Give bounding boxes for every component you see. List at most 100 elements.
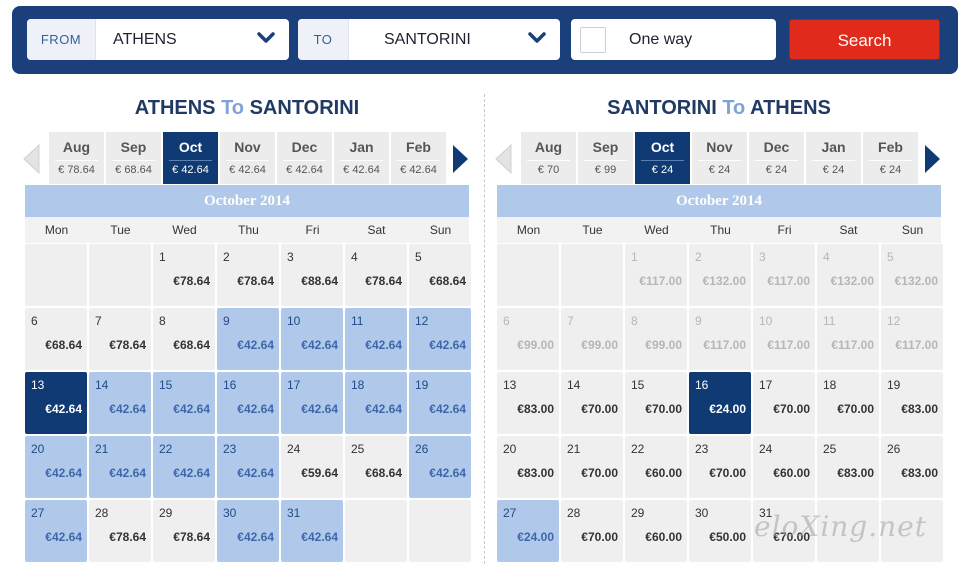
calendar-day-11[interactable]: 11 €42.64 [345,308,407,370]
day-price: €117.00 [767,338,810,352]
calendar-day-29[interactable]: 29 €78.64 [153,500,215,562]
calendar-day-4[interactable]: 4 €78.64 [345,244,407,306]
day-price: €70.00 [773,402,810,416]
day-price: €78.64 [109,338,146,352]
calendar-day-13[interactable]: 13 €83.00 [497,372,559,434]
calendar-day-16[interactable]: 16 €24.00 [689,372,751,434]
calendar-day-3[interactable]: 3 €88.64 [281,244,343,306]
month-tab-nov[interactable]: Nov € 24 [692,132,747,184]
calendar-day-22[interactable]: 22 €42.64 [153,436,215,498]
from-select[interactable]: FROM ATHENS [27,19,289,60]
month-tab-aug[interactable]: Aug € 78.64 [49,132,104,184]
month-tab-divider [641,160,684,161]
calendar-day-1[interactable]: 1 €78.64 [153,244,215,306]
day-number: 30 [223,506,237,520]
calendar-day-15[interactable]: 15 €42.64 [153,372,215,434]
day-number: 14 [95,378,109,392]
calendar-day-30[interactable]: 30 €50.00 [689,500,751,562]
calendar-day-11: 11 €117.00 [817,308,879,370]
calendar-empty-cell [881,500,943,562]
calendar-day-20[interactable]: 20 €42.64 [25,436,87,498]
calendar-day-8[interactable]: 8 €68.64 [153,308,215,370]
calendar-day-20[interactable]: 20 €83.00 [497,436,559,498]
calendar-day-15[interactable]: 15 €70.00 [625,372,687,434]
calendar-day-27[interactable]: 27 €42.64 [25,500,87,562]
calendar-empty-cell [345,500,407,562]
day-price: €70.00 [709,466,746,480]
calendar-day-24[interactable]: 24 €59.64 [281,436,343,498]
to-select[interactable]: TO SANTORINI [298,19,560,60]
day-number: 17 [759,378,773,392]
calendar-day-7[interactable]: 7 €78.64 [89,308,151,370]
calendar-day-21[interactable]: 21 €42.64 [89,436,151,498]
calendar-day-26[interactable]: 26 €83.00 [881,436,943,498]
month-name: Oct [650,139,675,155]
month-tab-aug[interactable]: Aug € 70 [521,132,576,184]
calendar-day-25[interactable]: 25 €83.00 [817,436,879,498]
calendar-day-6: 6 €99.00 [497,308,559,370]
month-tab-jan[interactable]: Jan € 24 [806,132,861,184]
calendar-day-14[interactable]: 14 €70.00 [561,372,623,434]
calendar-day-17[interactable]: 17 €70.00 [753,372,815,434]
calendar-day-25[interactable]: 25 €68.64 [345,436,407,498]
triangle-left-icon[interactable] [494,144,512,174]
triangle-right-icon[interactable] [452,144,470,174]
calendar-day-6[interactable]: 6 €68.64 [25,308,87,370]
day-price: €68.64 [429,274,466,288]
day-price: €42.64 [173,466,210,480]
calendar-day-31[interactable]: 31 €42.64 [281,500,343,562]
calendar-day-26[interactable]: 26 €42.64 [409,436,471,498]
month-tab-divider [112,160,155,161]
calendar-day-19[interactable]: 19 €83.00 [881,372,943,434]
day-price: €42.64 [173,402,210,416]
calendar-day-9[interactable]: 9 €42.64 [217,308,279,370]
month-tab-sep[interactable]: Sep € 99 [578,132,633,184]
month-tab-jan[interactable]: Jan € 42.64 [334,132,389,184]
calendar-empty-cell [25,244,87,306]
calendar-day-2[interactable]: 2 €78.64 [217,244,279,306]
calendar-day-21[interactable]: 21 €70.00 [561,436,623,498]
calendar-day-23[interactable]: 23 €70.00 [689,436,751,498]
month-tab-oct[interactable]: Oct € 24 [635,132,690,184]
calendar-day-13[interactable]: 13 €42.64 [25,372,87,434]
day-price: €42.64 [45,466,82,480]
calendar-title: October 2014 [25,185,469,217]
day-number: 16 [223,378,237,392]
month-tab-divider [226,160,269,161]
triangle-left-icon[interactable] [22,144,40,174]
weekday-label: Sat [839,223,858,237]
one-way-checkbox[interactable] [580,27,606,53]
calendar-day-31[interactable]: 31 €70.00 [753,500,815,562]
search-button[interactable]: Search [789,19,940,60]
calendar-day-28[interactable]: 28 €70.00 [561,500,623,562]
month-tab-nov[interactable]: Nov € 42.64 [220,132,275,184]
month-tab-dec[interactable]: Dec € 42.64 [277,132,332,184]
calendar-day-30[interactable]: 30 €42.64 [217,500,279,562]
calendar-day-29[interactable]: 29 €60.00 [625,500,687,562]
month-tab-feb[interactable]: Feb € 42.64 [391,132,446,184]
calendar-day-14[interactable]: 14 €42.64 [89,372,151,434]
day-number: 20 [503,442,517,456]
calendar-day-27[interactable]: 27 €24.00 [497,500,559,562]
calendar-day-5[interactable]: 5 €68.64 [409,244,471,306]
day-price: €132.00 [702,274,746,288]
calendar-day-23[interactable]: 23 €42.64 [217,436,279,498]
calendar-day-16[interactable]: 16 €42.64 [217,372,279,434]
calendar-day-18[interactable]: 18 €70.00 [817,372,879,434]
calendar-day-10[interactable]: 10 €42.64 [281,308,343,370]
calendar-day-12[interactable]: 12 €42.64 [409,308,471,370]
one-way-toggle[interactable]: One way [571,19,776,60]
triangle-right-icon[interactable] [924,144,942,174]
calendar-day-22[interactable]: 22 €60.00 [625,436,687,498]
month-tab-feb[interactable]: Feb € 24 [863,132,918,184]
day-number: 27 [503,506,517,520]
calendar-day-24[interactable]: 24 €60.00 [753,436,815,498]
month-tab-oct[interactable]: Oct € 42.64 [163,132,218,184]
calendar-day-17[interactable]: 17 €42.64 [281,372,343,434]
calendar-day-18[interactable]: 18 €42.64 [345,372,407,434]
month-tab-dec[interactable]: Dec € 24 [749,132,804,184]
calendar-day-28[interactable]: 28 €78.64 [89,500,151,562]
month-tab-sep[interactable]: Sep € 68.64 [106,132,161,184]
calendar-day-19[interactable]: 19 €42.64 [409,372,471,434]
day-number: 14 [567,378,581,392]
